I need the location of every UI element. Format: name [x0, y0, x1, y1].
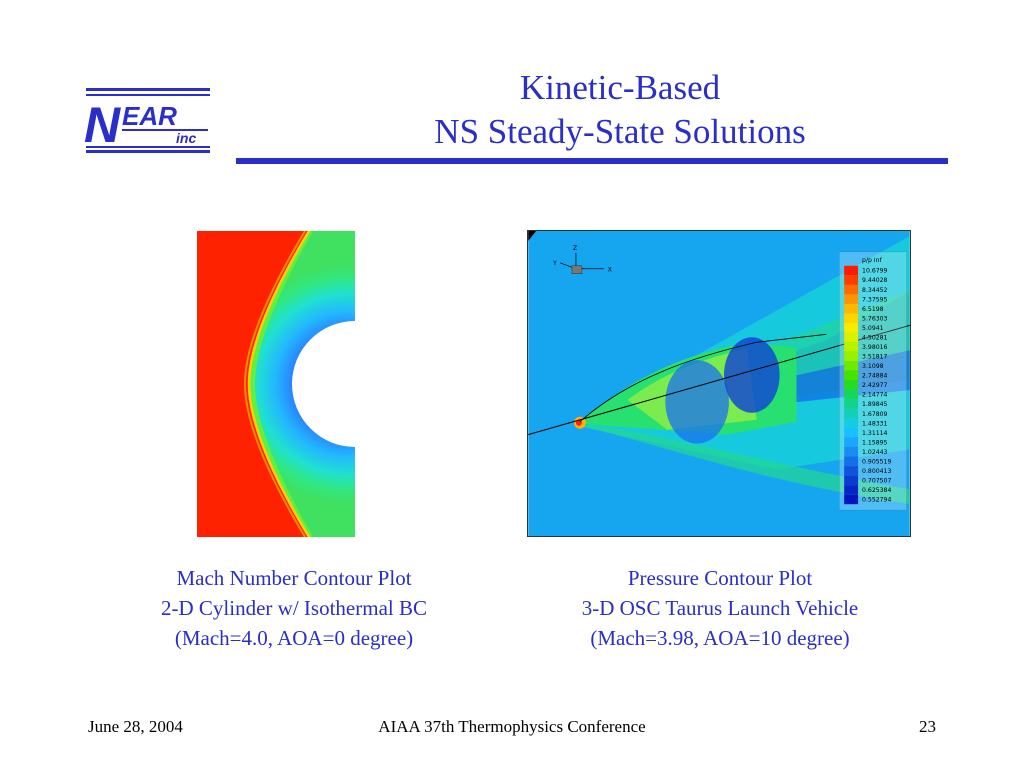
legend-level-label: 8.34452 — [862, 287, 887, 294]
legend-level-label: 0.905519 — [862, 458, 891, 465]
legend-level-label: 7.37595 — [862, 296, 887, 303]
legend-level-label: 2.14774 — [862, 392, 887, 399]
legend-swatch — [844, 456, 859, 467]
legend-swatch — [844, 303, 859, 314]
legend-swatch — [844, 437, 859, 447]
legend-swatch — [844, 418, 859, 428]
legend-level-label: 2.74884 — [862, 373, 887, 380]
legend-swatch — [844, 342, 859, 352]
legend-level-label: 3.98016 — [862, 344, 887, 351]
legend-level-label: 2.42977 — [862, 382, 887, 389]
footer-page-number: 23 — [919, 717, 936, 736]
legend-level-label: 1.67809 — [862, 411, 887, 418]
legend-level-label: 1.31114 — [862, 430, 887, 437]
legend-swatch — [844, 370, 859, 381]
slide-title: Kinetic-Based NS Steady-State Solutions — [330, 66, 910, 154]
title-line-1: Kinetic-Based — [519, 68, 721, 107]
axis-triad: Z Y X — [552, 245, 612, 274]
legend-swatch — [844, 389, 859, 400]
legend-swatch — [844, 265, 859, 276]
pressure-legend: p/p inf 10.6799 9.44028 8.34452 7.37595 6.51… — [838, 251, 908, 511]
axis-x-label: X — [608, 267, 612, 274]
legend-level-label: 5.76303 — [862, 315, 887, 322]
left-caption-line-1: Mach Number Contour Plot — [176, 566, 412, 590]
legend-level-label: 5.0941 — [862, 325, 884, 332]
legend-level-label: 1.89845 — [862, 401, 887, 408]
near-inc-logo: N EAR inc — [84, 88, 210, 153]
title-line-2: NS Steady-State Solutions — [434, 112, 806, 151]
legend-swatch — [844, 399, 859, 409]
legend-title: p/p inf — [862, 257, 882, 264]
legend-swatch — [844, 275, 859, 285]
legend-swatch — [844, 294, 859, 304]
legend-level-label: 0.707507 — [862, 478, 891, 485]
legend-swatch — [844, 408, 859, 419]
logo-word: EAR — [122, 101, 177, 131]
legend-swatch — [844, 322, 859, 333]
mach-contour-plot — [197, 231, 355, 537]
logo-suffix: inc — [176, 130, 196, 146]
legend-swatch — [844, 427, 859, 438]
footer-conference: AIAA 37th Thermophysics Conference — [378, 717, 646, 736]
footer-date: June 28, 2004 — [88, 717, 183, 736]
legend-level-label: 0.552794 — [862, 497, 891, 504]
right-caption-line-3: (Mach=3.98, AOA=10 degree) — [590, 626, 850, 650]
pressure-contour-plot: Z Y X p/p inf 10.6799 9.44028 8.34452 7.375… — [527, 230, 911, 537]
legend-swatch — [844, 313, 859, 323]
legend-swatch — [844, 494, 859, 505]
legend-level-label: 1.48331 — [862, 420, 887, 427]
left-figure-caption: Mach Number Contour Plot 2-D Cylinder w/… — [94, 563, 494, 653]
legend-level-label: 10.6799 — [862, 268, 887, 275]
right-caption-line-1: Pressure Contour Plot — [627, 566, 813, 590]
legend-level-label: 0.800413 — [862, 468, 891, 475]
legend-level-label: 1.02443 — [862, 449, 887, 456]
axis-z-label: Z — [573, 245, 577, 252]
legend-swatch — [844, 284, 859, 295]
left-caption-line-2: 2-D Cylinder w/ Isothermal BC — [161, 596, 427, 620]
legend-swatch — [844, 446, 859, 457]
legend-swatch — [844, 485, 859, 495]
legend-level-label: 6.5198 — [862, 306, 884, 313]
right-figure-caption: Pressure Contour Plot 3-D OSC Taurus Lau… — [520, 563, 920, 653]
legend-level-label: 9.44028 — [862, 277, 887, 284]
title-underline — [236, 158, 948, 164]
legend-swatch — [844, 351, 859, 362]
right-caption-line-2: 3-D OSC Taurus Launch Vehicle — [581, 596, 859, 620]
legend-level-label: 3.1098 — [862, 363, 884, 370]
legend-level-label: 1.15895 — [862, 439, 887, 446]
left-caption-line-3: (Mach=4.0, AOA=0 degree) — [174, 626, 414, 650]
legend-swatch — [844, 466, 859, 476]
legend-swatch — [844, 361, 859, 371]
legend-level-label: 3.51817 — [862, 354, 887, 361]
legend-swatch — [844, 380, 859, 390]
legend-swatch — [844, 475, 859, 486]
logo-letter: N — [84, 97, 121, 153]
legend-level-label: 4.50281 — [862, 334, 887, 341]
legend-level-label: 0.625384 — [862, 487, 891, 494]
axis-y-label: Y — [552, 260, 557, 267]
legend-swatch — [844, 332, 859, 343]
